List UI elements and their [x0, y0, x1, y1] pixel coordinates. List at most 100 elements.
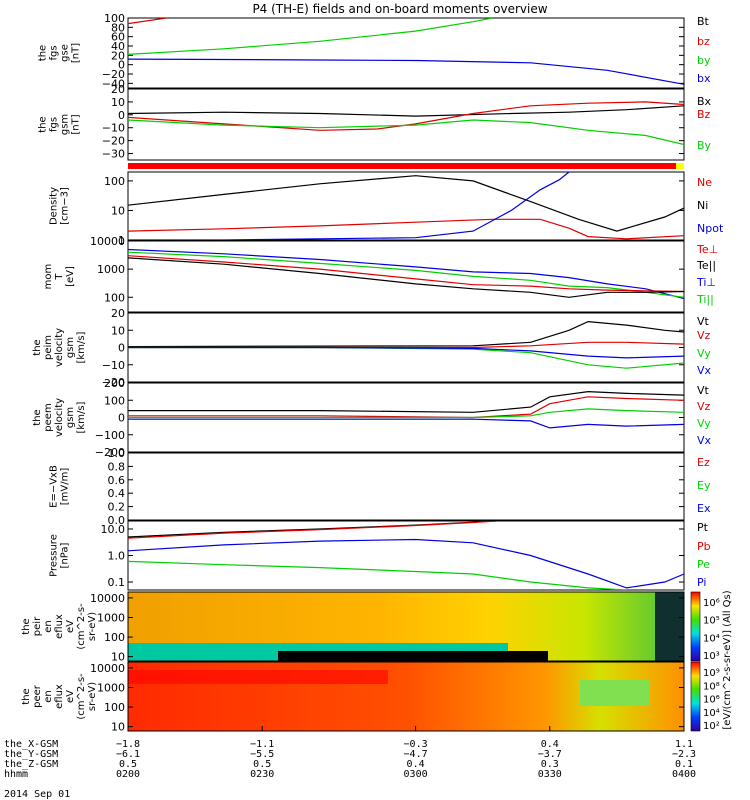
series-line-vy: [128, 408, 684, 419]
series-line-vt: [128, 390, 684, 413]
y-tick-label: 0.4: [108, 487, 126, 500]
y-axis-label: peim: [43, 335, 54, 360]
y-axis-label: [cm−3]: [60, 187, 71, 225]
series-line-vz: [128, 396, 684, 419]
y-tick-label: 20: [111, 307, 125, 320]
y-tick-label: −10: [102, 122, 125, 135]
y-tick-label: 0: [118, 109, 125, 122]
y-tick-label: 0.2: [108, 501, 126, 514]
y-axis-label: fgs: [49, 117, 60, 132]
y-tick-label: 0: [118, 342, 125, 355]
x-axis-row-value: 0230: [250, 769, 274, 780]
legend-entry: Vt: [697, 384, 710, 397]
y-axis-label: eflux: [54, 614, 65, 639]
y-axis-label: en: [43, 620, 54, 633]
y-axis-label: [eV]: [65, 266, 76, 287]
colorbar: 10⁹ 10⁸ 10⁶ 10⁴ 10²: [690, 661, 720, 732]
y-tick-label: −40: [102, 77, 125, 90]
x-axis-row-value: 0.3: [541, 759, 559, 770]
colorbar-tick-label: 10²: [703, 721, 720, 732]
y-tick-label: 1: [118, 234, 125, 247]
y-axis-label: sr-eV): [87, 682, 98, 711]
legend-entry: Ni: [697, 199, 708, 212]
y-tick-label: −20: [102, 135, 125, 148]
y-tick-label: 1000: [97, 263, 125, 276]
series-line-vx: [128, 346, 684, 359]
y-tick-label: 10: [111, 324, 125, 337]
panel-frame: [127, 17, 685, 89]
series-line-pi: [128, 538, 684, 589]
series-group: [128, 320, 684, 369]
x-axis-row-value: 0.4: [407, 759, 425, 770]
y-tick-label: 100: [104, 291, 125, 304]
status-bar-red: [128, 163, 684, 169]
x-axis-row-value: −2.3: [672, 749, 696, 760]
y-tick-label: 1000: [97, 681, 125, 694]
colorbar-tick-label: 10⁵: [703, 616, 720, 627]
legend-entry: Vx: [697, 364, 712, 377]
legend-entry: Te||: [696, 259, 716, 272]
y-axis-label: fgs: [49, 45, 60, 60]
colorbar-tick-label: 10⁶: [703, 695, 720, 706]
panel-peer-flux: 10⁹ 10⁸ 10⁶ 10⁴ 10² 10000 1000 100 10 the peer en ef…: [21, 661, 720, 734]
y-tick-label: 10000: [90, 592, 125, 605]
legend-entry: Vz: [697, 400, 711, 413]
status-bar-yellow: [676, 163, 684, 169]
panel-frame: [127, 520, 685, 591]
y-tick-label: 200: [104, 377, 125, 390]
x-axis-row-value: 0.4: [541, 739, 559, 750]
x-axis-row-value: −4.7: [404, 749, 428, 760]
legend-entry: Bx: [697, 95, 712, 108]
y-axis-label: en: [43, 690, 54, 703]
panel-density: 100 10 1 Density [cm−3] Ne Ni Npot: [49, 171, 724, 247]
x-axis-row-value: −1.8: [116, 739, 140, 750]
colorbar-scale: [690, 591, 701, 662]
y-tick-label: 10: [111, 204, 125, 217]
x-axis-row-label: the_Y-GSM: [4, 749, 58, 760]
colorbar-tick-label: 10⁴: [703, 708, 720, 719]
legend-entry: Vy: [697, 417, 711, 430]
x-axis-row-value: 0.5: [253, 759, 271, 770]
legend-entry: Te⊥: [696, 243, 718, 256]
y-axis-label: eV: [65, 620, 76, 633]
colorbar-label: [eV/(cm^2-s-sr-eV)] (All Qs): [722, 590, 733, 729]
y-axis-label: gse: [60, 44, 71, 62]
y-axis-label: [mV/m]: [60, 468, 71, 506]
series-group: [128, 390, 684, 429]
y-axis-label: [nPa]: [60, 542, 71, 568]
panel-frame: [127, 88, 685, 161]
series-group: [128, 172, 684, 240]
x-axis-row-value: 0400: [672, 769, 696, 780]
y-tick-label: −30: [102, 148, 125, 161]
legend-entry: Vx: [697, 434, 712, 447]
x-axis-row-value: 1.1: [675, 739, 693, 750]
x-axis-row-value: −1.1: [250, 739, 274, 750]
series-group: [128, 18, 684, 85]
y-tick-label: 100: [104, 631, 125, 644]
y-tick-label: 60: [111, 31, 125, 44]
y-axis-label: [km/s]: [76, 331, 87, 363]
series-line-bz: [128, 101, 684, 131]
series-line-ti||: [128, 251, 684, 298]
x-axis-row-value: 0300: [404, 769, 428, 780]
y-tick-label: 40: [111, 40, 125, 53]
y-tick-label: 10000: [90, 235, 125, 248]
plot-title: P4 (TH-E) fields and on-board moments ov…: [252, 2, 547, 16]
series-line-te⊥: [128, 255, 684, 293]
y-axis-label: peir: [32, 616, 43, 636]
series-group: [128, 248, 684, 300]
series-line-ne: [128, 218, 684, 240]
legend-entry: Npot: [697, 222, 724, 235]
y-axis-label: the: [21, 688, 32, 704]
y-tick-label: 10000: [90, 662, 125, 675]
colorbar-tick-label: 10⁶: [703, 598, 720, 609]
panel-efield: 1.00.80.60.40.20.0 E=−VxB [mV/m] Ez Ey Ex: [49, 447, 711, 527]
colorbar-tick-label: 10⁹: [703, 668, 720, 679]
heatmap-green-patch: [580, 680, 650, 706]
series-line-bx: [128, 105, 684, 117]
x-axis-row-value: −0.3: [404, 739, 428, 750]
